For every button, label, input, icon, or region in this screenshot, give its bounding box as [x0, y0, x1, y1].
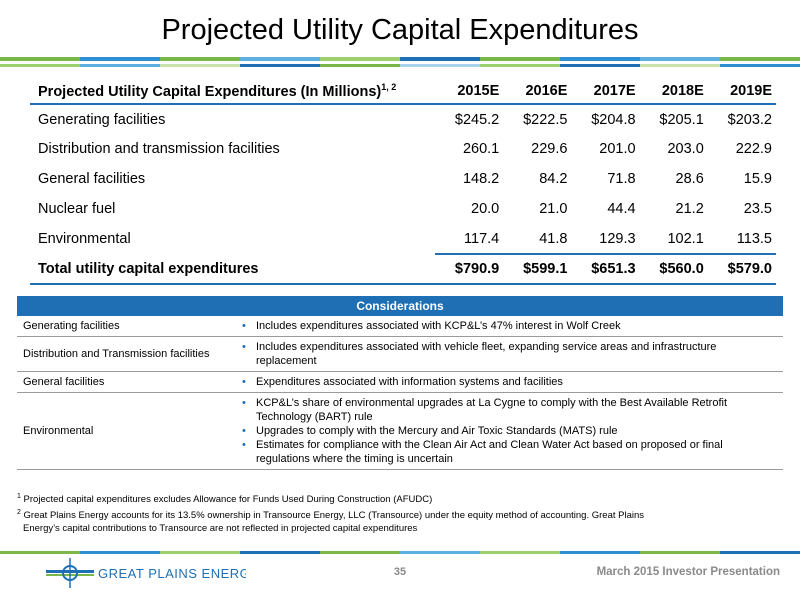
year-header: 2017E: [593, 82, 636, 99]
total-value: $599.1: [503, 253, 572, 285]
total-value: $790.9: [435, 253, 504, 285]
logo-text: GREAT PLAINS ENERGY: [98, 566, 246, 581]
cell-value: $205.1: [659, 111, 704, 128]
cell-value: $222.5: [523, 111, 568, 128]
total-label: Total utility capital expenditures: [30, 254, 436, 285]
cell-value: 84.2: [539, 171, 568, 187]
considerations-category: Generating facilities: [17, 316, 232, 337]
cell-value: 148.2: [462, 171, 500, 187]
cell-value: $203.2: [727, 111, 772, 128]
considerations-row: Environmental KCP&L’s share of environme…: [17, 392, 783, 470]
cell-value: $245.2: [454, 111, 500, 128]
row-label: General facilities: [38, 171, 146, 187]
capex-header-label: Projected Utility Capital Expenditures (…: [38, 81, 397, 100]
bullet-item: KCP&L’s share of environmental upgrades …: [236, 396, 779, 424]
footnotes: 1 Projected capital expenditures exclude…: [17, 490, 787, 535]
cell-value: 201.0: [599, 141, 636, 157]
presentation-label: March 2015 Investor Presentation: [596, 566, 780, 578]
bullet-item: Includes expenditures associated with KC…: [236, 319, 779, 333]
considerations-category: General facilities: [17, 371, 232, 393]
cell-value: 15.9: [743, 171, 772, 187]
total-row: Total utility capital expenditures $790.…: [30, 253, 776, 285]
considerations-category: Environmental: [17, 392, 232, 470]
cell-value: 102.1: [667, 230, 704, 247]
row-label: Nuclear fuel: [38, 201, 116, 217]
table-row: Environmental 117.4 41.8 129.3 102.1 113…: [30, 224, 776, 254]
considerations-row: Distribution and Transmission facilities…: [17, 336, 783, 372]
cell-value: 117.4: [464, 230, 500, 247]
table-row: Generating facilities $245.2 $222.5 $204…: [30, 104, 776, 134]
bullet-item: Expenditures associated with information…: [236, 375, 779, 389]
cell-value: 41.8: [539, 230, 568, 247]
year-header: 2018E: [661, 82, 704, 99]
cell-value: 28.6: [675, 171, 704, 187]
year-header: 2016E: [525, 82, 568, 99]
bullet-item: Upgrades to comply with the Mercury and …: [236, 424, 779, 438]
cell-value: 20.0: [471, 201, 500, 217]
footnote-2: 2 Great Plains Energy accounts for its 1…: [17, 509, 645, 522]
year-header: 2015E: [457, 82, 500, 99]
row-label: Generating facilities: [38, 111, 166, 128]
cell-value: 260.1: [462, 141, 500, 157]
cell-value: 21.2: [675, 201, 704, 217]
considerations-category: Distribution and Transmission facilities: [17, 336, 232, 372]
table-row: General facilities 148.2 84.2 71.8 28.6 …: [30, 164, 776, 194]
footnote-2-continued: Energy’s capital contributions to Transo…: [23, 523, 418, 535]
footnote-1: 1 Projected capital expenditures exclude…: [17, 493, 433, 506]
cell-value: 203.0: [667, 141, 704, 157]
cell-value: 71.8: [607, 171, 636, 187]
top-color-rule-secondary: [0, 64, 800, 67]
total-value: $560.0: [639, 253, 708, 285]
header-footnote-marks: 1, 2: [381, 81, 397, 92]
capex-table: Projected Utility Capital Expenditures (…: [30, 78, 776, 285]
cell-value: 113.5: [736, 230, 772, 247]
considerations-table: Considerations Generating facilities Inc…: [17, 296, 783, 470]
logo-mark-icon: GREAT PLAINS ENERGY: [46, 558, 259, 588]
cell-value: 21.0: [539, 201, 568, 217]
row-label: Environmental: [38, 231, 131, 247]
table-row: Distribution and transmission facilities…: [30, 134, 776, 164]
cell-value: $204.8: [591, 111, 636, 128]
cell-value: 129.3: [599, 230, 636, 247]
considerations-header: Considerations: [17, 296, 783, 316]
cell-value: 23.5: [743, 201, 772, 217]
cell-value: 229.6: [531, 141, 568, 157]
table-row: Nuclear fuel 20.0 21.0 44.4 21.2 23.5: [30, 194, 776, 224]
top-color-rule: [0, 57, 800, 61]
bullet-item: Estimates for compliance with the Clean …: [236, 438, 779, 466]
bullet-item: Includes expenditures associated with ve…: [236, 340, 779, 368]
bottom-color-rule: [0, 551, 800, 554]
company-logo: GREAT PLAINS ENERGY: [46, 556, 259, 590]
cell-value: 44.4: [607, 201, 636, 217]
page-number: 35: [393, 566, 407, 578]
considerations-row: Generating facilities Includes expenditu…: [17, 316, 783, 337]
capex-header-row: Projected Utility Capital Expenditures (…: [30, 78, 776, 104]
total-value: $651.3: [571, 253, 640, 285]
row-label: Distribution and transmission facilities: [38, 141, 280, 157]
cell-value: 222.9: [735, 141, 772, 157]
total-value: $579.0: [707, 253, 776, 285]
year-header: 2019E: [730, 82, 772, 99]
considerations-row: General facilities Expenditures associat…: [17, 371, 783, 393]
slide-title: Projected Utility Capital Expenditures: [161, 14, 639, 46]
